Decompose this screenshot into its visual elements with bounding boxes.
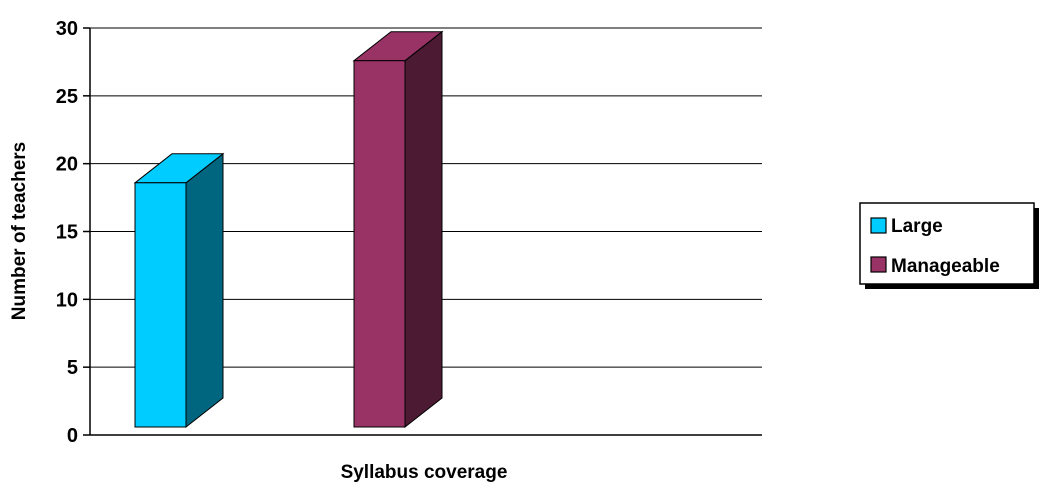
legend-label-large: Large bbox=[891, 216, 943, 237]
bars bbox=[133, 30, 444, 429]
y-tick-label: 20 bbox=[56, 154, 78, 176]
bar-manageable bbox=[352, 30, 444, 429]
y-tick-label: 5 bbox=[67, 357, 78, 379]
legend-label-manageable: Manageable bbox=[891, 256, 1000, 277]
bar-side bbox=[404, 30, 443, 429]
y-tick-label: 10 bbox=[56, 289, 78, 311]
y-tick-label: 25 bbox=[56, 86, 78, 108]
bar-front bbox=[353, 60, 406, 428]
legend: Large Manageable bbox=[859, 202, 1039, 289]
y-axis-title: Number of teachers bbox=[9, 142, 30, 320]
legend-swatch-manageable bbox=[870, 256, 887, 273]
legend-swatch-large bbox=[870, 217, 887, 234]
x-axis-title: Syllabus coverage bbox=[341, 462, 508, 483]
bar-large bbox=[133, 152, 225, 429]
legend-box bbox=[859, 202, 1035, 285]
y-tick-label: 15 bbox=[56, 222, 78, 244]
y-tick-label: 0 bbox=[67, 425, 78, 447]
bar-front bbox=[134, 182, 187, 428]
y-tick-labels: 0 5 10 15 20 25 30 bbox=[56, 18, 90, 447]
bar-side bbox=[185, 152, 224, 429]
y-tick-label: 30 bbox=[56, 18, 78, 40]
